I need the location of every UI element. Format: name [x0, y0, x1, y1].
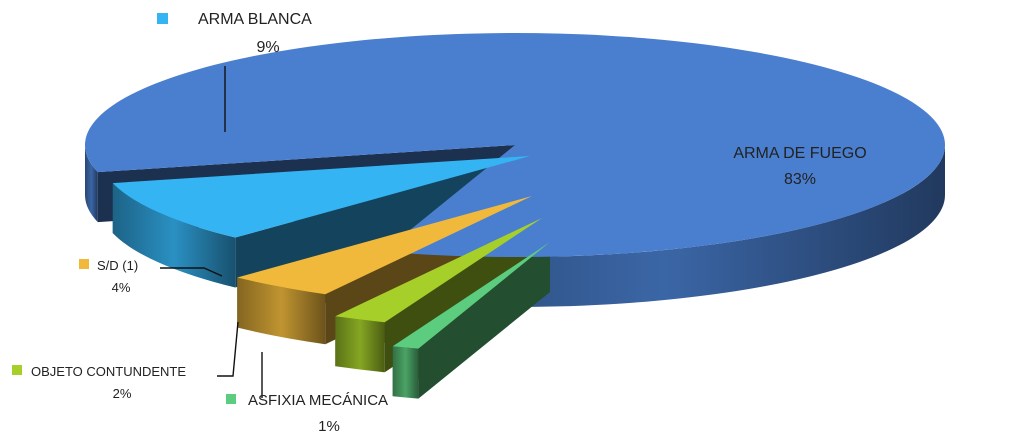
legend-swatch-objeto-contundente [12, 365, 22, 375]
slice-value-sd: 4% [112, 280, 131, 295]
slice-label-arma-de-fuego: ARMA DE FUEGO 83% [733, 145, 866, 188]
slice-arma-blanca [112, 156, 531, 238]
leader-sd [160, 267, 223, 277]
slice-label-sd: S/D (1) 4% [79, 258, 138, 295]
slice-value-arma-blanca: 9% [256, 39, 279, 56]
slice-tops [84, 33, 945, 349]
leader-lines [160, 66, 263, 398]
slice-value-asfixia-mecanica: 1% [318, 418, 340, 435]
slice-value-arma-de-fuego: 83% [784, 171, 816, 188]
slice-name-asfixia-mecanica: ASFIXIA MECÁNICA [248, 392, 388, 409]
slice-asfixia-mecanica [392, 242, 550, 349]
slice-wall-objeto-contundente [335, 316, 385, 373]
slice-wall-arma-de-fuego [85, 145, 98, 223]
leader-objeto [217, 321, 239, 377]
slice-label-objeto-contundente: OBJETO CONTUNDENTE 2% [12, 364, 186, 401]
legend-swatch-sd [79, 259, 89, 269]
slice-name-sd: S/D (1) [97, 258, 138, 273]
legend-swatch-arma-blanca [157, 13, 168, 24]
slice-objeto-contundente [335, 218, 542, 323]
slice-value-objeto-contundente: 2% [113, 386, 132, 401]
slice-name-arma-blanca: ARMA BLANCA [198, 11, 312, 28]
slice-wall-arma-blanca [112, 183, 236, 288]
slice-s-d-1 [237, 196, 532, 295]
legend-swatch-asfixia-mecanica [226, 394, 236, 404]
slice-wall-s-d-1 [237, 277, 326, 345]
slice-wall-asfixia-mecanica [392, 346, 419, 399]
slice-name-objeto-contundente: OBJETO CONTUNDENTE [31, 364, 186, 379]
slice-name-arma-de-fuego: ARMA DE FUEGO [733, 145, 866, 162]
slice-arma-de-fuego [84, 33, 945, 258]
slice-label-arma-blanca: ARMA BLANCA 9% [157, 11, 312, 56]
slice-face-asfixia-mecanica-1 [392, 242, 550, 397]
slice-label-asfixia-mecanica: ASFIXIA MECÁNICA 1% [226, 392, 388, 435]
